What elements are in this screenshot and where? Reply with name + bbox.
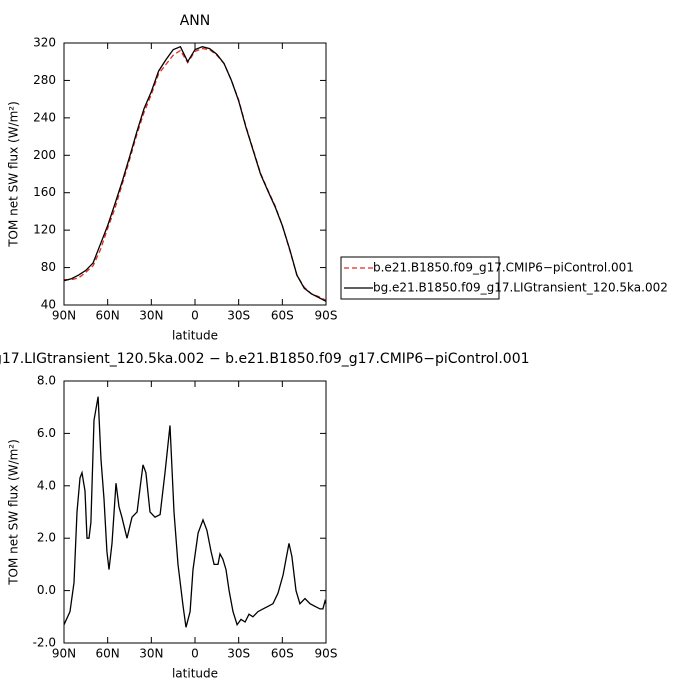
y-tick-label: 0.0 [37, 583, 56, 597]
x-tick-label: 90N [52, 647, 76, 661]
y-tick-label: -2.0 [33, 636, 56, 650]
plot-frame [63, 42, 327, 306]
x-tick-label: 90S [315, 309, 338, 323]
y-tick-label: 280 [33, 73, 56, 87]
y-axis-label: TOM net SW flux (W/m²) [7, 101, 21, 248]
x-axis-label: latitude [172, 667, 218, 681]
data-line [63, 45, 327, 302]
legend-label: b.e21.B1850.f09_g17.CMIP6−piControl.001 [373, 261, 634, 275]
y-tick-label: 240 [33, 110, 56, 124]
x-tick-label: 90S [315, 647, 338, 661]
legend-label: bg.e21.B1850.f09_g17.LIGtransient_120.5k… [373, 281, 668, 295]
x-tick-label: 60S [271, 309, 294, 323]
x-tick-label: 30S [227, 647, 250, 661]
chart-title: ANN [180, 13, 211, 29]
chart-title: bg.e21.B1850.f09_g17.LIGtransient_120.5k… [0, 351, 530, 367]
x-tick-label: 90N [52, 309, 76, 323]
x-tick-label: 30N [139, 647, 163, 661]
plot-frame [63, 380, 327, 644]
y-tick-label: 2.0 [37, 531, 56, 545]
y-tick-label: 80 [41, 260, 56, 274]
x-tick-label: 60S [271, 647, 294, 661]
y-tick-label: 4.0 [37, 478, 56, 492]
y-tick-label: 6.0 [37, 426, 56, 440]
data-line [64, 47, 327, 301]
x-tick-label: 30S [227, 309, 250, 323]
x-tick-label: 60N [96, 647, 120, 661]
y-tick-label: 320 [33, 36, 56, 50]
x-tick-label: 30N [139, 309, 163, 323]
x-tick-label: 0 [191, 647, 199, 661]
y-tick-label: 160 [33, 185, 56, 199]
y-tick-label: 8.0 [37, 374, 56, 388]
data-line [63, 396, 327, 628]
x-axis-label: latitude [172, 329, 218, 343]
y-tick-label: 200 [33, 148, 56, 162]
legend-box [340, 256, 500, 300]
y-axis-label: TOM net SW flux (W/m²) [7, 439, 21, 586]
y-tick-label: 120 [33, 223, 56, 237]
x-tick-label: 60N [96, 309, 120, 323]
x-tick-label: 0 [191, 309, 199, 323]
legend: b.e21.B1850.f09_g17.CMIP6−piControl.001b… [340, 256, 668, 300]
y-tick-label: 40 [41, 298, 56, 312]
